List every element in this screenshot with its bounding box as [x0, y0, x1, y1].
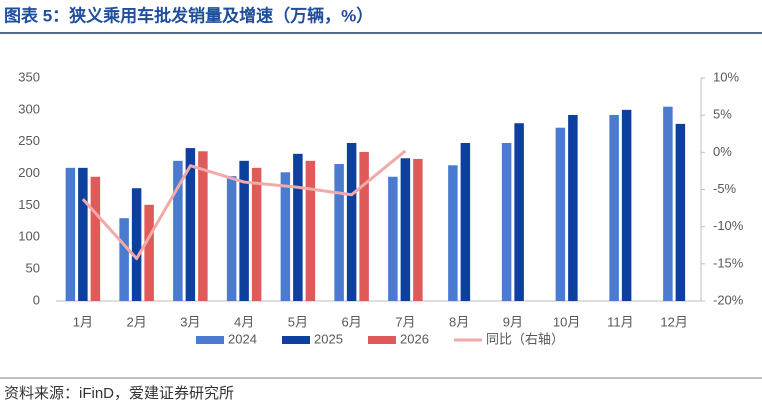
y2-tick-label: 10% [713, 69, 739, 84]
bar [280, 172, 291, 301]
bar [293, 153, 303, 301]
bar [226, 176, 237, 301]
x-tick-label: 10月 [553, 314, 580, 329]
line [81, 149, 407, 261]
bar [388, 176, 398, 301]
bar [78, 167, 88, 301]
legend-swatch [282, 336, 310, 344]
y2-tick-label: -15% [713, 255, 744, 270]
legend-label: 2026 [400, 331, 429, 346]
bar [65, 167, 76, 301]
legend-label: 2024 [228, 331, 257, 346]
bar [568, 114, 578, 301]
bar [131, 188, 142, 301]
bar [359, 151, 369, 301]
y-tick-label: 100 [18, 229, 40, 244]
x-tick-label: 6月 [342, 314, 362, 329]
bar [334, 164, 344, 301]
y-tick-label: 350 [18, 69, 40, 84]
y-tick-label: 200 [18, 165, 40, 180]
y-tick-label: 50 [26, 261, 40, 276]
x-tick-label: 7月 [395, 314, 415, 329]
x-tick-label: 9月 [503, 314, 523, 329]
x-tick-label: 11月 [607, 314, 634, 329]
x-tick-label: 3月 [180, 314, 200, 329]
legend-swatch [368, 336, 396, 344]
bar [675, 123, 686, 301]
bar [460, 142, 471, 301]
bar [144, 204, 154, 301]
bar [501, 142, 512, 301]
y2-tick-label: -5% [713, 181, 737, 196]
bar [514, 123, 524, 301]
bar [555, 127, 566, 301]
legend-swatch [196, 336, 224, 344]
x-tick-label: 12月 [660, 314, 687, 329]
bar [305, 160, 316, 301]
y2-tick-label: 0% [713, 144, 732, 159]
x-tick-label: 1月 [73, 314, 93, 329]
bar [448, 165, 458, 301]
x-tick-label: 2月 [127, 314, 147, 329]
bar [185, 148, 196, 301]
bar [90, 176, 101, 301]
legend-label: 2025 [314, 331, 343, 346]
y2-tick-label: -10% [713, 218, 744, 233]
x-tick-label: 4月 [234, 314, 254, 329]
bar [346, 142, 357, 301]
chart-title: 图表 5：狭义乘用车批发销量及增速（万辆，%） [4, 5, 373, 25]
x-tick-label: 8月 [449, 314, 469, 329]
bar [239, 160, 249, 301]
bar [400, 158, 411, 301]
bar [119, 218, 129, 301]
y-tick-label: 300 [18, 101, 40, 116]
y-tick-label: 250 [18, 133, 40, 148]
bar [413, 158, 423, 301]
y-tick-label: 0 [33, 292, 40, 307]
x-tick-label: 5月 [288, 314, 308, 329]
bar [173, 160, 183, 301]
bar [663, 106, 673, 302]
legend-label: 同比（右轴） [486, 331, 564, 346]
bar [609, 114, 619, 301]
y2-tick-label: 5% [713, 107, 732, 122]
y2-tick-label: -20% [713, 292, 744, 307]
bar [251, 167, 262, 301]
source: 资料来源：iFinD，爱建证券研究所 [4, 385, 234, 402]
bar [621, 109, 632, 301]
y-tick-label: 150 [18, 197, 40, 212]
bar [198, 151, 208, 301]
